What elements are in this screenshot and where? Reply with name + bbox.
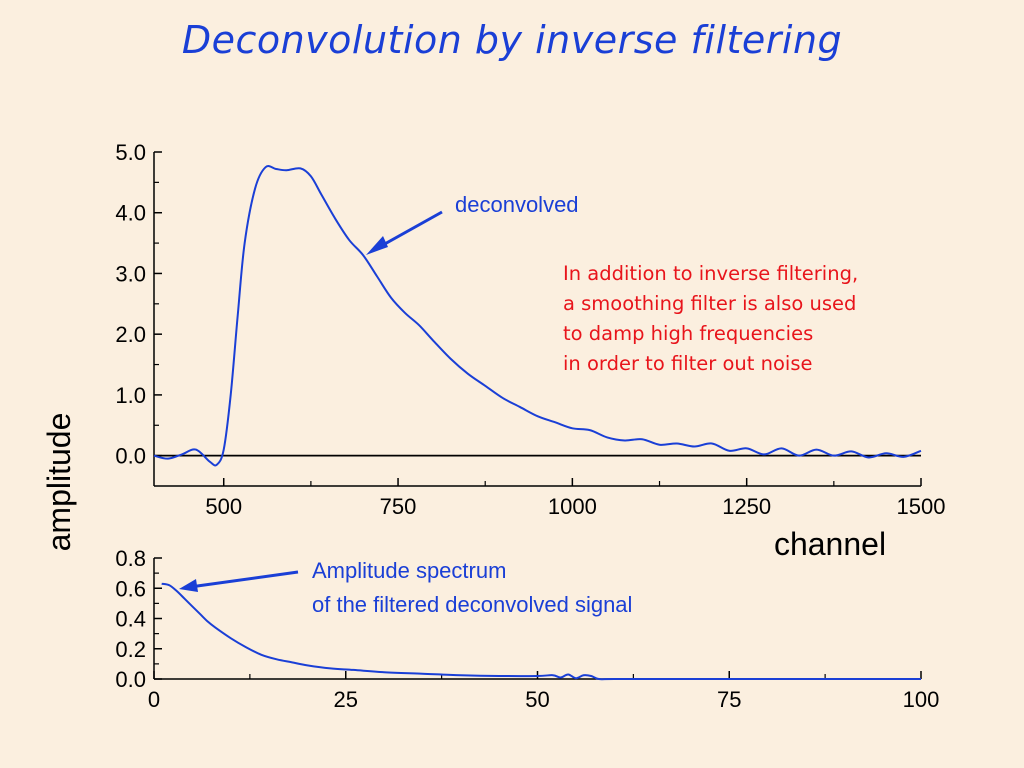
spectrum-annotation-line-2: of the filtered deconvolved signal (312, 592, 632, 617)
slide-title: Deconvolution by inverse filtering (181, 18, 843, 62)
x-tick-label: 25 (334, 687, 358, 712)
series-line (161, 582, 921, 681)
x-tick-label: 1250 (722, 494, 771, 519)
smoothing-note-line-4: in order to filter out noise (563, 352, 813, 375)
y-tick-label: 2.0 (115, 322, 146, 347)
deconvolved-arrow-head (366, 236, 388, 255)
x-tick-label: 75 (717, 687, 741, 712)
y-tick-label: 0.0 (115, 444, 146, 469)
spectrum-annotation-line-1: Amplitude spectrum (312, 558, 506, 583)
smoothing-note-line-3: to damp high frequencies (563, 322, 813, 345)
y-tick-label: 5.0 (115, 140, 146, 165)
smoothing-note-line-1: In addition to inverse filtering, (563, 262, 858, 285)
bottom-chart-axes: 0.0 0.2 0.4 0.6 0.8 0 25 50 75 100 (115, 546, 939, 712)
x-tick-label: 50 (525, 687, 549, 712)
x-tick-label: 0 (148, 687, 160, 712)
series-line (153, 165, 922, 467)
x-tick-label: 750 (380, 494, 417, 519)
y-tick-label: 0.0 (115, 667, 146, 692)
bottom-chart-series (161, 582, 921, 681)
spectrum-arrow-head (179, 579, 198, 592)
y-tick-label: 0.8 (115, 546, 146, 571)
x-tick-label: 1000 (548, 494, 597, 519)
y-tick-label: 0.6 (115, 576, 146, 601)
y-tick-label: 1.0 (115, 383, 146, 408)
deconvolved-annotation: deconvolved (455, 192, 579, 217)
y-tick-label: 0.2 (115, 637, 146, 662)
x-tick-label: 100 (903, 687, 940, 712)
smoothing-note-line-2: a smoothing filter is also used (563, 292, 856, 315)
top-chart-axes: 0.0 1.0 2.0 3.0 4.0 5.0 500 750 1000 1250 1500 (115, 140, 945, 519)
y-tick-label: 0.4 (115, 607, 146, 632)
top-chart-series (153, 165, 922, 467)
y-tick-label: 3.0 (115, 261, 146, 286)
x-tick-label: 500 (205, 494, 242, 519)
x-axis-title: channel (774, 526, 886, 562)
y-axis-title: amplitude (41, 413, 77, 552)
x-tick-label: 1500 (897, 494, 946, 519)
spectrum-arrow-shaft (189, 570, 299, 589)
y-tick-label: 4.0 (115, 201, 146, 226)
